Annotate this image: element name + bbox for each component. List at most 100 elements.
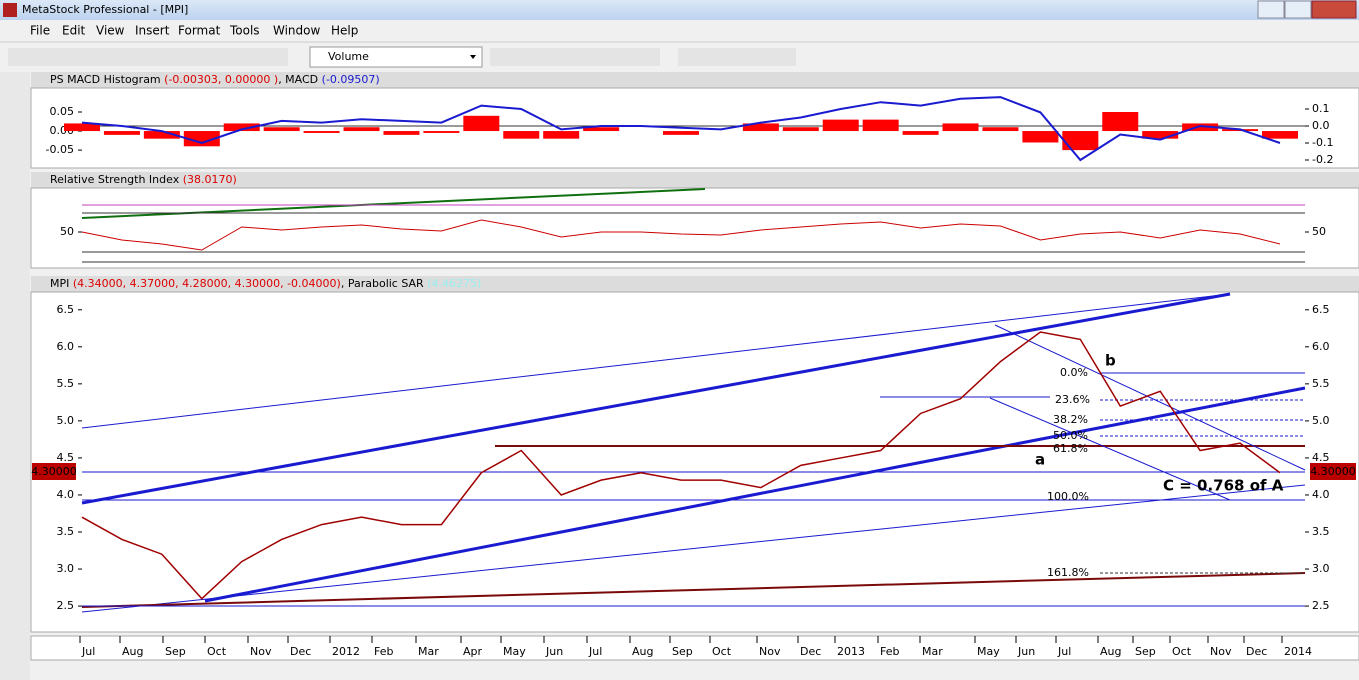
y-tick-label: 6.0 <box>57 340 75 353</box>
fib-label: 23.6% <box>1055 393 1090 406</box>
x-tick-label: Mar <box>922 645 943 658</box>
price-plot <box>30 291 1359 633</box>
y-tick-label: 6.5 <box>1312 303 1330 316</box>
histogram-bar <box>303 131 340 133</box>
fib-label: 100.0% <box>1047 490 1089 503</box>
x-tick-label: Jul <box>81 645 95 658</box>
x-tick-label: May <box>977 645 1000 658</box>
histogram-bar <box>862 119 899 132</box>
histogram-bar <box>942 123 979 132</box>
fib-label: 161.8% <box>1047 566 1089 579</box>
menu-item[interactable]: Help <box>331 24 358 38</box>
menu-item[interactable]: Tools <box>229 24 260 38</box>
toolbar-icons <box>8 48 288 66</box>
trendline <box>81 292 1231 505</box>
y-tick-label: 50 <box>1312 225 1326 238</box>
close-button[interactable] <box>1311 0 1357 19</box>
window-title: MetaStock Professional - [MPI] <box>22 3 188 16</box>
maximize-button[interactable] <box>1284 0 1312 19</box>
menu-item[interactable]: File <box>30 24 50 38</box>
price-tag-text: 4.30000 <box>31 465 77 478</box>
annotation: b <box>1105 352 1116 370</box>
panel-title: MPI (4.34000, 4.37000, 4.28000, 4.30000,… <box>50 277 481 290</box>
histogram-bar <box>1142 131 1179 139</box>
x-tick-label: Feb <box>880 645 899 658</box>
menu-bar: File Edit View Insert Format Tools Window Help <box>30 24 358 38</box>
x-tick-label: Aug <box>1100 645 1121 658</box>
histogram-bar <box>1262 131 1298 139</box>
y-tick-label: 50 <box>60 225 74 238</box>
y-tick-label: 6.5 <box>57 303 75 316</box>
x-tick-label: Dec <box>1246 645 1267 658</box>
y-tick-label: 4.5 <box>57 451 75 464</box>
menu-item[interactable]: View <box>96 24 125 38</box>
histogram-bar <box>223 123 260 132</box>
trendline <box>81 293 1231 429</box>
x-tick-label: Dec <box>290 645 311 658</box>
histogram-bar <box>902 131 939 135</box>
annotation: a <box>1035 451 1045 469</box>
histogram-bar <box>183 131 220 147</box>
menu-item[interactable]: Window <box>273 24 321 38</box>
trendline <box>81 572 1306 608</box>
x-tick-label: Jul <box>588 645 602 658</box>
x-tick-label: Nov <box>1210 645 1232 658</box>
x-tick-label: Oct <box>207 645 227 658</box>
price-tag <box>1310 463 1356 480</box>
y-tick-label: -0.05 <box>46 143 74 156</box>
panel-header <box>31 276 1359 292</box>
x-tick-label: Jun <box>1017 645 1035 658</box>
toolbar-icons <box>678 48 796 66</box>
x-tick-label: Sep <box>1135 645 1156 658</box>
histogram-bar <box>1022 131 1059 143</box>
fib-label: 61.8% <box>1053 442 1088 455</box>
fib-label: 50.0% <box>1053 429 1088 442</box>
histogram-bar <box>1182 123 1219 132</box>
histogram-bar <box>423 131 460 133</box>
app-icon <box>3 3 17 17</box>
y-tick-label: 6.0 <box>1312 340 1330 353</box>
macd-line <box>81 96 1281 162</box>
menu-item[interactable]: Edit <box>62 24 86 38</box>
drawn-lines <box>81 125 1306 613</box>
y-tick-label: 2.5 <box>1312 599 1330 612</box>
histogram-bar <box>343 127 380 132</box>
histogram-bar <box>143 131 180 139</box>
dropdown-arrow <box>470 55 476 59</box>
menu-item[interactable]: Format <box>178 24 221 38</box>
rsi-line <box>81 219 1281 251</box>
toolbar: Volume <box>8 46 796 68</box>
y-tick-label: 2.5 <box>57 599 75 612</box>
x-tick-label: 2012 <box>332 645 360 658</box>
x-tick-label: Oct <box>712 645 732 658</box>
x-tick-label: Aug <box>122 645 143 658</box>
panel-header <box>31 172 1359 188</box>
x-tick-label: Feb <box>374 645 393 658</box>
panel-title: PS MACD Histogram (-0.00303, 0.00000 ), … <box>50 73 380 86</box>
y-tick-label: 0.0 <box>1312 119 1330 132</box>
y-tick-label: 3.5 <box>1312 525 1330 538</box>
y-tick-label: 4.0 <box>57 488 75 501</box>
title-bar <box>0 0 1359 20</box>
minimize-button[interactable] <box>1257 0 1285 19</box>
fib-label: 38.2% <box>1053 413 1088 426</box>
x-tick-label: Jul <box>1057 645 1071 658</box>
y-tick-label: 5.0 <box>57 414 75 427</box>
plot-layer: 0.050.00-0.050.10.0-0.1-0.250 502.53.03.5… <box>46 96 1333 658</box>
rsi-plot <box>30 187 1359 269</box>
x-tick-label: Oct <box>1172 645 1192 658</box>
histogram-bar <box>982 127 1019 132</box>
panel-title: Relative Strength Index (38.0170) <box>50 173 237 186</box>
y-tick-label: 3.0 <box>57 562 75 575</box>
x-axis-bar <box>30 635 1359 661</box>
x-tick-label: 2013 <box>837 645 865 658</box>
y-tick-label: -0.2 <box>1312 153 1333 166</box>
menu-item[interactable]: Insert <box>135 24 170 38</box>
x-tick-label: Nov <box>250 645 272 658</box>
dropdown[interactable] <box>309 46 483 68</box>
histogram-bar <box>463 115 500 132</box>
annotation: C = 0.768 of A <box>1163 477 1284 495</box>
channel <box>994 324 1306 471</box>
histogram-bar <box>503 131 540 139</box>
histogram-bar <box>383 131 420 135</box>
